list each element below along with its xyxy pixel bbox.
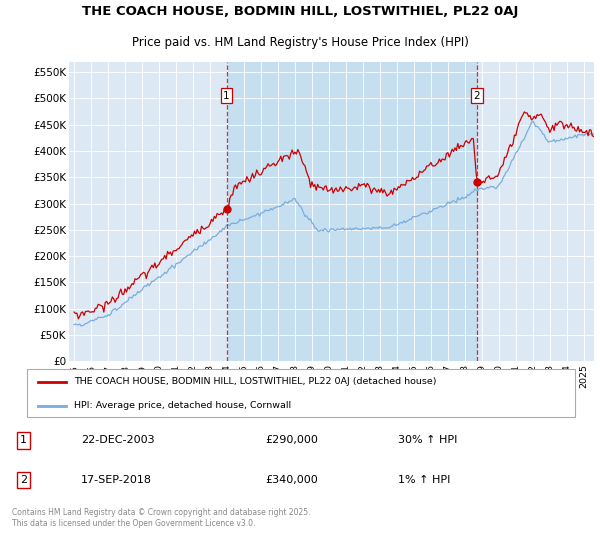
- Text: 22-DEC-2003: 22-DEC-2003: [81, 436, 155, 446]
- Bar: [227, 62, 477, 361]
- Text: 1: 1: [20, 436, 27, 446]
- Text: THE COACH HOUSE, BODMIN HILL, LOSTWITHIEL, PL22 0AJ: THE COACH HOUSE, BODMIN HILL, LOSTWITHIE…: [82, 4, 518, 18]
- Text: 2: 2: [20, 475, 27, 486]
- Text: HPI: Average price, detached house, Cornwall: HPI: Average price, detached house, Corn…: [74, 402, 291, 410]
- FancyBboxPatch shape: [27, 369, 575, 417]
- Text: £340,000: £340,000: [265, 475, 318, 486]
- Text: 17-SEP-2018: 17-SEP-2018: [81, 475, 152, 486]
- Text: 1% ↑ HPI: 1% ↑ HPI: [398, 475, 450, 486]
- Text: THE COACH HOUSE, BODMIN HILL, LOSTWITHIEL, PL22 0AJ (detached house): THE COACH HOUSE, BODMIN HILL, LOSTWITHIE…: [74, 377, 436, 386]
- Text: £290,000: £290,000: [265, 436, 319, 446]
- Text: Price paid vs. HM Land Registry's House Price Index (HPI): Price paid vs. HM Land Registry's House …: [131, 36, 469, 49]
- Text: 1: 1: [223, 91, 230, 101]
- Text: 2: 2: [473, 91, 480, 101]
- Text: 30% ↑ HPI: 30% ↑ HPI: [398, 436, 457, 446]
- Text: Contains HM Land Registry data © Crown copyright and database right 2025.
This d: Contains HM Land Registry data © Crown c…: [12, 508, 311, 528]
